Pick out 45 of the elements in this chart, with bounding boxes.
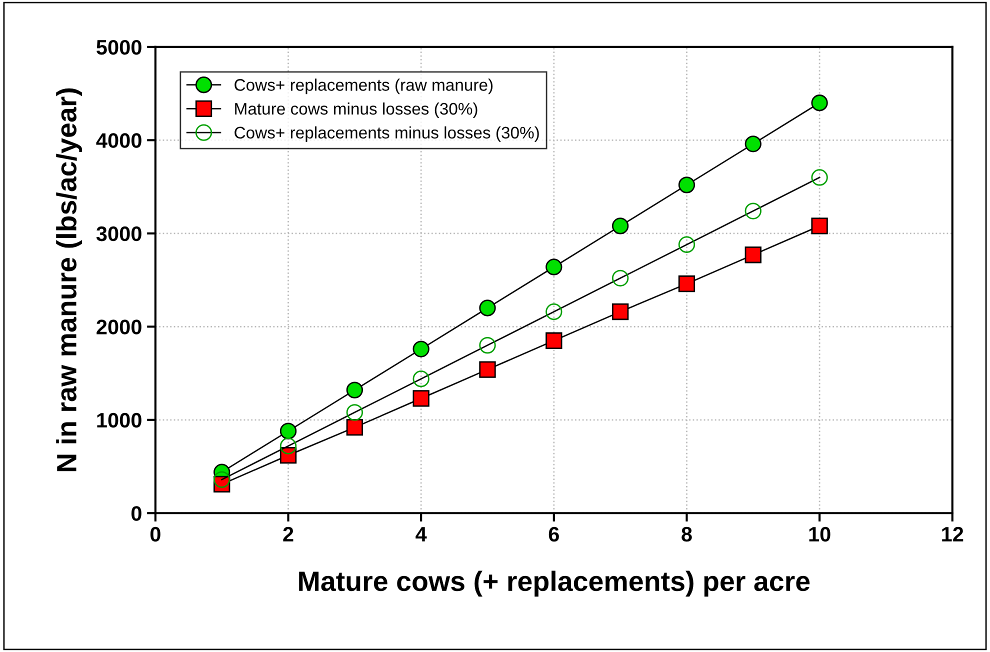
- point: [479, 300, 496, 316]
- point: [811, 94, 828, 112]
- point: [346, 419, 363, 436]
- point: [346, 382, 363, 398]
- point: [811, 218, 828, 234]
- point: [612, 218, 629, 234]
- point: [546, 258, 562, 276]
- point: [280, 438, 297, 454]
- point: [479, 361, 496, 378]
- point: [612, 270, 629, 287]
- x-tick-label: 2: [283, 526, 294, 542]
- point: [412, 370, 430, 388]
- x-tick-label: 10: [809, 526, 830, 542]
- point: [612, 303, 629, 320]
- legend-label: Cows+ replacements (raw manure): [234, 78, 493, 94]
- point: [744, 202, 762, 220]
- y-tick-label: 5000: [96, 40, 142, 55]
- legend-label: Mature cows minus losses (30%): [235, 102, 478, 118]
- legend-label: Cows+ replacements minus losses (30%): [234, 126, 539, 142]
- point: [744, 246, 762, 264]
- y-axis-title: N in raw manure (lbs/ac/year): [56, 88, 82, 472]
- point: [546, 332, 562, 349]
- point: [346, 404, 363, 421]
- y-tick-label: 2000: [96, 320, 142, 334]
- point: [280, 422, 297, 440]
- point: [546, 303, 562, 320]
- point: [678, 275, 696, 292]
- point: [811, 169, 828, 186]
- y-tick-label: 0: [131, 506, 142, 521]
- point: [678, 236, 696, 253]
- point: [214, 471, 230, 488]
- x-tick-label: 4: [416, 527, 427, 542]
- point: [744, 136, 762, 152]
- point: [678, 176, 696, 194]
- y-tick-label: 3000: [96, 226, 142, 242]
- point: [412, 390, 430, 407]
- x-tick-label: 8: [682, 526, 692, 542]
- y-tick-label: 1000: [97, 412, 142, 428]
- x-tick-label: 12: [942, 526, 964, 542]
- x-axis-title: Mature cows (+ replacements) per acre: [299, 570, 810, 597]
- x-tick-label: 0: [150, 526, 160, 542]
- point: [479, 336, 496, 354]
- point: [412, 340, 430, 358]
- y-tick-label: 4000: [96, 133, 142, 148]
- x-tick-label: 6: [548, 526, 559, 542]
